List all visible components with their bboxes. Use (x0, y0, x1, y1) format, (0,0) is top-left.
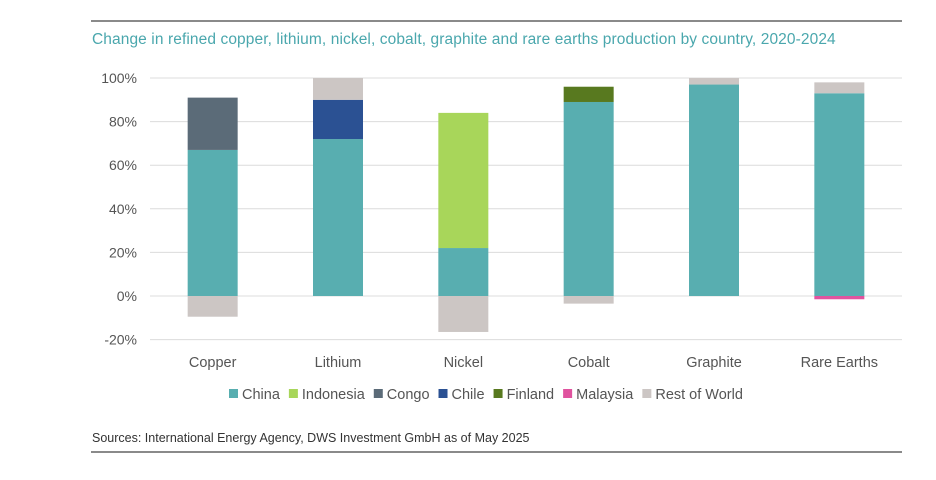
chart-title: Change in refined copper, lithium, nicke… (92, 31, 836, 48)
bar-segment-finland (563, 86, 614, 102)
legend-label-china: China (242, 387, 281, 403)
x-tick-label: Rare Earths (801, 355, 878, 371)
bar-segment-china (187, 149, 238, 296)
bar-segment-rest-of-world (689, 78, 739, 85)
y-tick-label: 20% (109, 244, 137, 260)
x-tick-label: Lithium (315, 355, 362, 371)
legend-label-rest-of-world: Rest of World (655, 387, 743, 403)
x-tick-label: Nickel (444, 355, 483, 371)
legend-swatch-malaysia (563, 389, 573, 398)
bar-segment-rest-of-world (814, 82, 865, 94)
source-note: Sources: International Energy Agency, DW… (92, 431, 530, 445)
y-axis-labels: -20% 0% 20% 40% 60% 80% 100% (101, 70, 137, 348)
y-tick-label: 100% (101, 70, 137, 86)
legend-swatch-indonesia (288, 389, 298, 398)
gridlines (150, 77, 902, 341)
bar-segment-china (438, 248, 489, 296)
bar-segment-malaysia (814, 296, 865, 300)
legend-label-indonesia: Indonesia (302, 387, 366, 403)
x-tick-label: Graphite (686, 355, 742, 371)
legend-label-congo: Congo (387, 387, 430, 403)
bar-segment-chile (313, 99, 363, 140)
x-tick-label: Cobalt (568, 355, 610, 371)
legend-label-chile: Chile (452, 387, 485, 403)
x-tick-label: Copper (189, 355, 237, 371)
bars (187, 78, 865, 332)
bar-segment-rest-of-world (313, 78, 363, 100)
bar-segment-china (689, 84, 739, 296)
y-tick-label: 40% (109, 201, 137, 217)
legend: China Indonesia Congo Chile Finland Malaysia R… (229, 387, 743, 403)
bar-segment-china (814, 93, 865, 296)
y-tick-label: 80% (109, 114, 137, 130)
bar-segment-china (313, 139, 363, 296)
y-tick-label: 60% (109, 157, 137, 173)
legend-label-malaysia: Malaysia (576, 387, 634, 403)
bar-segment-indonesia (438, 112, 489, 249)
top-rule (91, 20, 902, 22)
bar-segment-rest-of-world (563, 296, 614, 304)
bar-segment-congo (187, 97, 238, 150)
legend-label-finland: Finland (507, 387, 555, 403)
y-tick-label: 0% (117, 288, 137, 304)
bar-segment-rest-of-world (187, 296, 238, 317)
legend-swatch-chile (438, 389, 448, 398)
legend-swatch-finland (493, 389, 503, 398)
legend-swatch-china (229, 389, 238, 398)
bottom-rule (91, 451, 902, 453)
bar-segment-china (563, 101, 614, 296)
legend-swatch-rest-of-world (642, 389, 652, 398)
legend-swatch-congo (373, 389, 383, 398)
x-axis-labels: Copper Lithium Nickel Cobalt Graphite Rare Ea… (189, 355, 878, 371)
y-tick-label: -20% (104, 332, 137, 348)
bar-segment-rest-of-world (438, 296, 489, 332)
